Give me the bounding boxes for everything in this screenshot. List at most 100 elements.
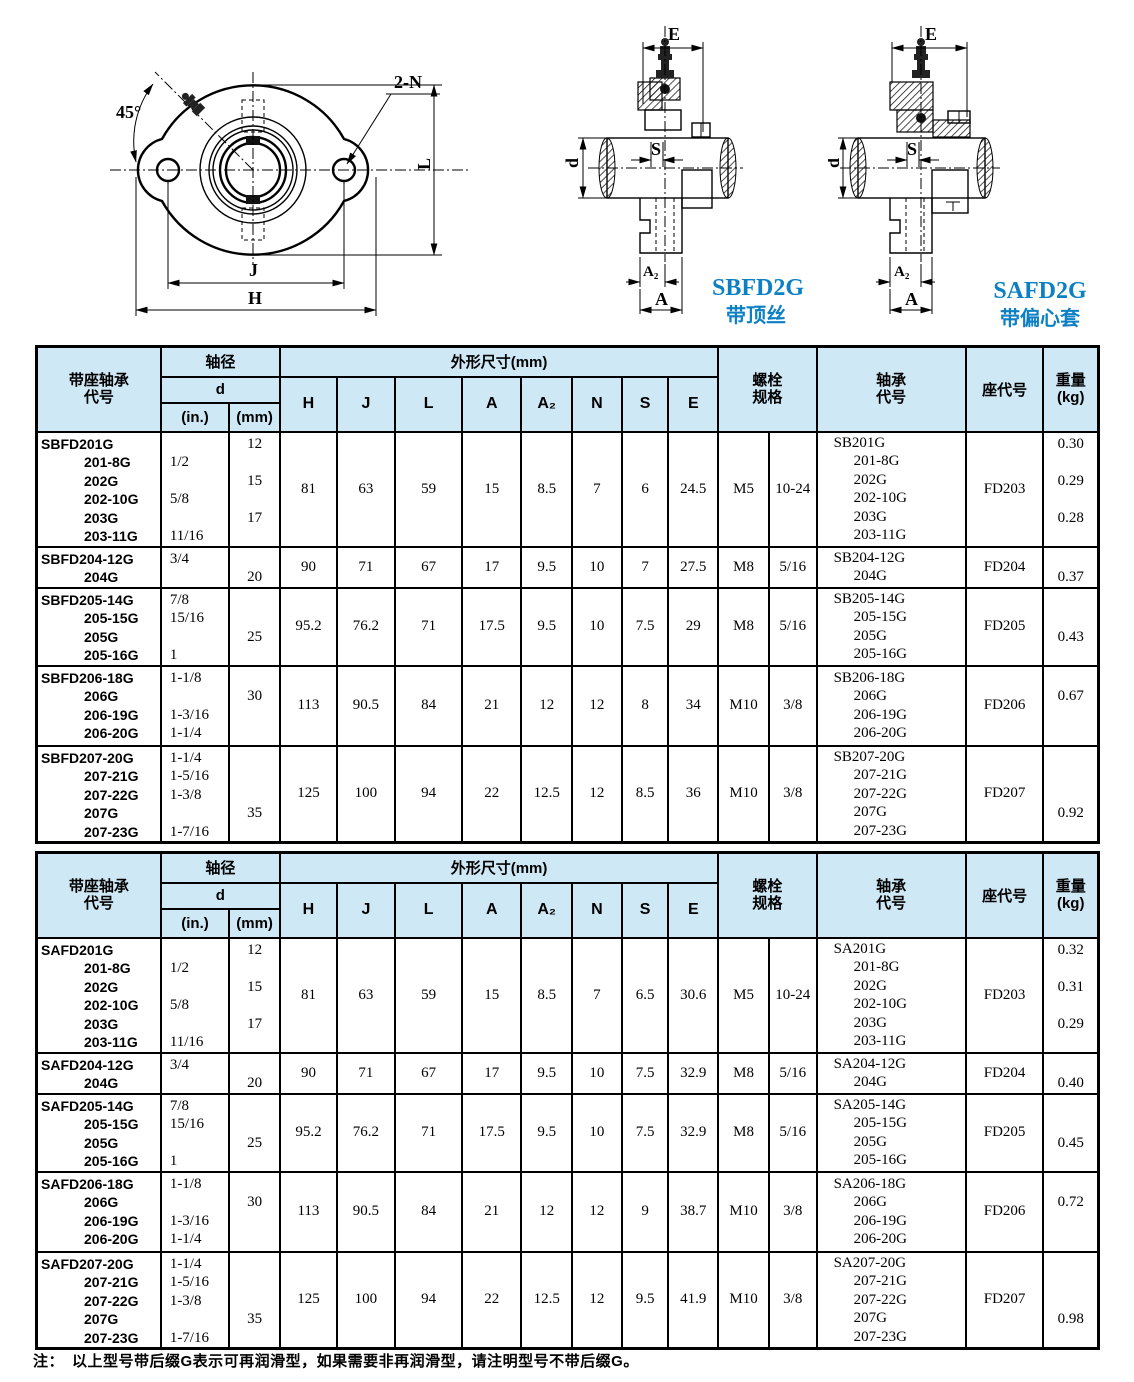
header-dim-6: S	[620, 375, 670, 433]
cell-shaft-mm: 25	[228, 1092, 281, 1173]
header-bolt-spec: 螺栓 规格	[717, 345, 818, 433]
header-outline-dims: 外形尺寸(mm)	[278, 345, 720, 378]
cell-housing-code: SBFD206-18G 206G 206-19G 206-20G	[35, 664, 162, 747]
cell-dim-7: 38.7	[667, 1170, 720, 1253]
cell-shaft-mm: 25	[228, 586, 281, 667]
cell-dim-0: 95.2	[278, 1092, 338, 1173]
cell-bolt-metric: M5	[717, 936, 770, 1054]
header-dim-4: A₂	[520, 375, 574, 433]
cell-dim-4: 12.5	[520, 1250, 574, 1350]
cell-dim-0: 113	[278, 664, 338, 747]
cell-bearing-code: SA201G 201-8G 202G 202-10G 203G 203-11G	[815, 936, 967, 1054]
cell-dim-6: 8	[620, 664, 670, 747]
cell-dim-6: 8.5	[620, 744, 670, 844]
cell-bolt-inch: 5/16	[768, 586, 818, 667]
safd-table-section: 带座轴承 代号 轴径 外形尺寸(mm) 螺栓 规格 轴承 代号 座代号 重量 (kg) d H J…	[35, 851, 1100, 1350]
housing-body	[889, 169, 969, 254]
dimension-A: A	[889, 257, 933, 314]
safd-desc-caption: 带偏心套	[1000, 306, 1080, 330]
cell-dim-1: 71	[335, 545, 396, 589]
dim-S-label: S	[907, 139, 917, 159]
dimension-d: d	[828, 137, 858, 199]
cell-bolt-metric: M8	[717, 586, 770, 667]
dim-E-label: E	[668, 24, 680, 44]
cell-shaft-in: 1/2 5/8 11/16	[159, 936, 231, 1054]
header-dim-4: A₂	[520, 881, 574, 939]
cell-shaft-mm: 12 15 17	[228, 936, 281, 1054]
cell-dim-1: 90.5	[335, 664, 396, 747]
angle-dimension: 45°	[116, 83, 154, 163]
header-in: (in.)	[159, 907, 231, 939]
cell-shaft-mm: 35	[228, 744, 281, 844]
table-row: SAFD201G 201-8G 202G 202-10G 203G 203-11G 1/2 5…	[35, 936, 1100, 1054]
cell-dim-4: 8.5	[520, 430, 574, 548]
cell-dim-1: 100	[335, 744, 396, 844]
cell-dim-2: 67	[393, 545, 464, 589]
cell-dim-3: 15	[461, 430, 523, 548]
sbfd-spec-table: 带座轴承 代号 轴径 外形尺寸(mm) 螺栓 规格 轴承 代号 座代号 重量 (kg) d H J…	[35, 345, 1100, 844]
cell-dim-0: 81	[278, 430, 338, 548]
cell-dim-7: 29	[667, 586, 720, 667]
cell-dim-5: 10	[571, 1092, 623, 1173]
cell-dim-6: 7	[620, 545, 670, 589]
cell-weight: 0.37	[1042, 545, 1100, 589]
cell-dim-0: 113	[278, 1170, 338, 1253]
cell-seat-code: FD205	[964, 1092, 1045, 1173]
header-seat-code: 座代号	[964, 851, 1045, 939]
dimension-A: A	[639, 257, 683, 314]
cell-dim-2: 59	[393, 430, 464, 548]
header-dim-2: L	[393, 881, 464, 939]
dim-L-label: L	[414, 158, 434, 170]
cell-bolt-inch: 10-24	[768, 430, 818, 548]
header-dim-1: J	[335, 375, 396, 433]
cell-dim-7: 27.5	[667, 545, 720, 589]
dim-A2-label: A₂	[643, 264, 659, 280]
cell-dim-5: 10	[571, 586, 623, 667]
cell-dim-6: 9	[620, 1170, 670, 1253]
header-in: (in.)	[159, 401, 231, 433]
center-lines	[110, 71, 470, 264]
table-row: SBFD206-18G 206G 206-19G 206-20G 1-1/8 1-3/16…	[35, 664, 1100, 747]
setscrew-collar	[637, 77, 711, 138]
header-dim-2: L	[393, 375, 464, 433]
cell-bolt-metric: M10	[717, 1250, 770, 1350]
dim-J-label: J	[249, 260, 258, 280]
cell-shaft-in: 7/8 15/16 1	[159, 1092, 231, 1173]
cell-dim-2: 94	[393, 744, 464, 844]
header-mm: (mm)	[228, 401, 281, 433]
bolt-count-label: 2-N	[394, 72, 422, 92]
drawings-area: 45° 2-N L J H	[0, 0, 1134, 345]
table-body: SAFD201G 201-8G 202G 202-10G 203G 203-11G 1/2 5…	[35, 936, 1100, 1350]
cell-housing-code: SBFD207-20G 207-21G 207-22G 207G 207-23G	[35, 744, 162, 844]
header-dim-7: E	[667, 375, 720, 433]
table-row: SAFD207-20G 207-21G 207-22G 207G 207-23G 1-1/…	[35, 1250, 1100, 1350]
housing-body	[639, 169, 713, 254]
cell-seat-code: FD206	[964, 1170, 1045, 1253]
cell-dim-1: 76.2	[335, 1092, 396, 1173]
cell-housing-code: SAFD206-18G 206G 206-19G 206-20G	[35, 1170, 162, 1253]
cell-dim-3: 17.5	[461, 1092, 523, 1173]
cell-weight: 0.40	[1042, 1051, 1100, 1095]
table-row: SBFD207-20G 207-21G 207-22G 207G 207-23G 1-1/…	[35, 744, 1100, 844]
footnote: 注： 以上型号带后缀G表示可再润滑型，如果需要非再润滑型，请注明型号不带后缀G。	[33, 1353, 639, 1370]
cell-bearing-code: SA205-14G 205-15G 205G 205-16G	[815, 1092, 967, 1173]
cell-dim-4: 9.5	[520, 545, 574, 589]
cell-dim-3: 22	[461, 1250, 523, 1350]
cell-dim-4: 12	[520, 664, 574, 747]
cell-dim-0: 81	[278, 936, 338, 1054]
cell-weight: 0.32 0.31 0.29	[1042, 936, 1100, 1054]
cell-dim-5: 12	[571, 1250, 623, 1350]
cell-bolt-metric: M5	[717, 430, 770, 548]
cell-housing-code: SBFD204-12G 204G	[35, 545, 162, 589]
dimension-E: E	[642, 24, 704, 132]
cell-bearing-code: SA206-18G 206G 206-19G 206-20G	[815, 1170, 967, 1253]
cell-dim-3: 17	[461, 1051, 523, 1095]
cell-bolt-metric: M8	[717, 545, 770, 589]
cell-bearing-code: SA204-12G 204G	[815, 1051, 967, 1095]
cell-dim-5: 7	[571, 936, 623, 1054]
cell-shaft-in: 7/8 15/16 1	[159, 586, 231, 667]
cell-dim-6: 7.5	[620, 586, 670, 667]
dimension-E: E	[891, 24, 968, 117]
header-weight: 重量 (kg)	[1042, 345, 1100, 433]
